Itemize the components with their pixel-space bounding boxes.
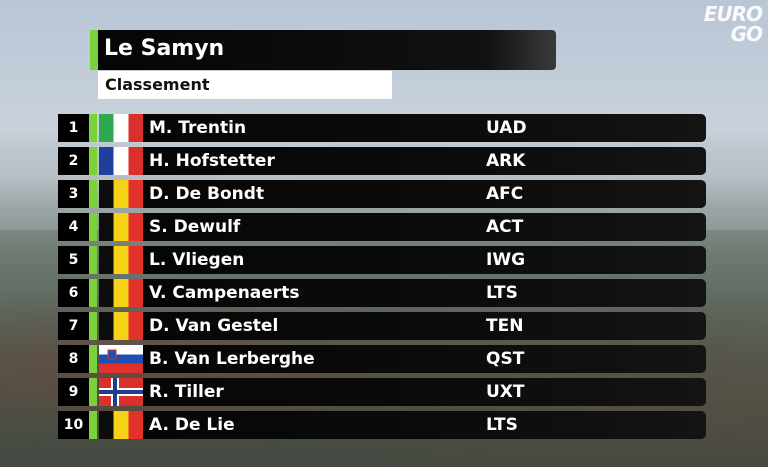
accent-stripe <box>89 411 97 439</box>
rank-number: 10 <box>58 411 89 439</box>
rank-number: 8 <box>58 345 89 373</box>
accent-stripe <box>89 180 97 208</box>
team-code: LTS <box>486 415 518 435</box>
rider-bar: H. Hofstetter ARK <box>143 147 706 175</box>
standings-row: 3 D. De Bondt AFC <box>58 180 706 208</box>
rider-bar: D. De Bondt AFC <box>143 180 706 208</box>
rider-name: B. Van Lerberghe <box>149 349 315 369</box>
logo-line-1: EURO <box>703 2 763 26</box>
standings-row: 9 R. Tiller UXT <box>58 378 706 406</box>
standings-row: 10 A. De Lie LTS <box>58 411 706 439</box>
standings-row: 6 V. Campenaerts LTS <box>58 279 706 307</box>
standings-row: 5 L. Vliegen IWG <box>58 246 706 274</box>
race-title-bar: Le Samyn <box>90 30 556 70</box>
rank-number: 7 <box>58 312 89 340</box>
france-flag <box>99 147 143 175</box>
standings-row: 8 B. Van Lerberghe QST <box>58 345 706 373</box>
race-title: Le Samyn <box>104 36 225 61</box>
accent-stripe <box>89 378 97 406</box>
rider-name: D. Van Gestel <box>149 316 279 336</box>
rider-name: R. Tiller <box>149 382 224 402</box>
rank-number: 5 <box>58 246 89 274</box>
accent-stripe <box>89 279 97 307</box>
standings-row: 1 M. Trentin UAD <box>58 114 706 142</box>
standings-row: 7 D. Van Gestel TEN <box>58 312 706 340</box>
accent-stripe <box>89 246 97 274</box>
rider-bar: B. Van Lerberghe QST <box>143 345 706 373</box>
classification-label-bar: Classement <box>98 71 392 99</box>
rank-number: 6 <box>58 279 89 307</box>
logo-line-2: GO <box>730 22 763 46</box>
belgium-flag <box>99 312 143 340</box>
norway-flag <box>99 378 143 406</box>
rank-number: 2 <box>58 147 89 175</box>
team-code: IWG <box>486 250 526 270</box>
standings-row: 2 H. Hofstetter ARK <box>58 147 706 175</box>
classification-label: Classement <box>105 75 210 94</box>
team-code: AFC <box>486 184 524 204</box>
rider-bar: V. Campenaerts LTS <box>143 279 706 307</box>
belgium-flag <box>99 213 143 241</box>
standings-row: 4 S. Dewulf ACT <box>58 213 706 241</box>
belgium-flag <box>99 180 143 208</box>
accent-stripe <box>89 114 97 142</box>
rank-number: 9 <box>58 378 89 406</box>
rider-name: M. Trentin <box>149 118 247 138</box>
italy-flag <box>99 114 143 142</box>
team-code: ACT <box>486 217 524 237</box>
rider-name: D. De Bondt <box>149 184 265 204</box>
belgium-flag <box>99 246 143 274</box>
team-code: QST <box>486 349 525 369</box>
broadcaster-logo: EURO GO <box>703 2 763 46</box>
team-code: LTS <box>486 283 518 303</box>
belgium-flag <box>99 411 143 439</box>
accent-stripe <box>89 147 97 175</box>
rider-name: L. Vliegen <box>149 250 245 270</box>
team-code: UXT <box>486 382 525 402</box>
rank-number: 4 <box>58 213 89 241</box>
accent-stripe <box>89 312 97 340</box>
title-accent-stripe <box>90 30 98 70</box>
rider-bar: A. De Lie LTS <box>143 411 706 439</box>
accent-stripe <box>89 345 97 373</box>
rank-number: 1 <box>58 114 89 142</box>
rank-number: 3 <box>58 180 89 208</box>
rider-bar: R. Tiller UXT <box>143 378 706 406</box>
rider-bar: M. Trentin UAD <box>143 114 706 142</box>
rider-bar: D. Van Gestel TEN <box>143 312 706 340</box>
team-code: UAD <box>486 118 527 138</box>
team-code: TEN <box>486 316 524 336</box>
rider-name: H. Hofstetter <box>149 151 275 171</box>
rider-name: A. De Lie <box>149 415 235 435</box>
slovenia-flag <box>99 345 143 373</box>
rider-bar: L. Vliegen IWG <box>143 246 706 274</box>
rider-name: S. Dewulf <box>149 217 241 237</box>
team-code: ARK <box>486 151 526 171</box>
belgium-flag <box>99 279 143 307</box>
accent-stripe <box>89 213 97 241</box>
rider-name: V. Campenaerts <box>149 283 300 303</box>
rider-bar: S. Dewulf ACT <box>143 213 706 241</box>
